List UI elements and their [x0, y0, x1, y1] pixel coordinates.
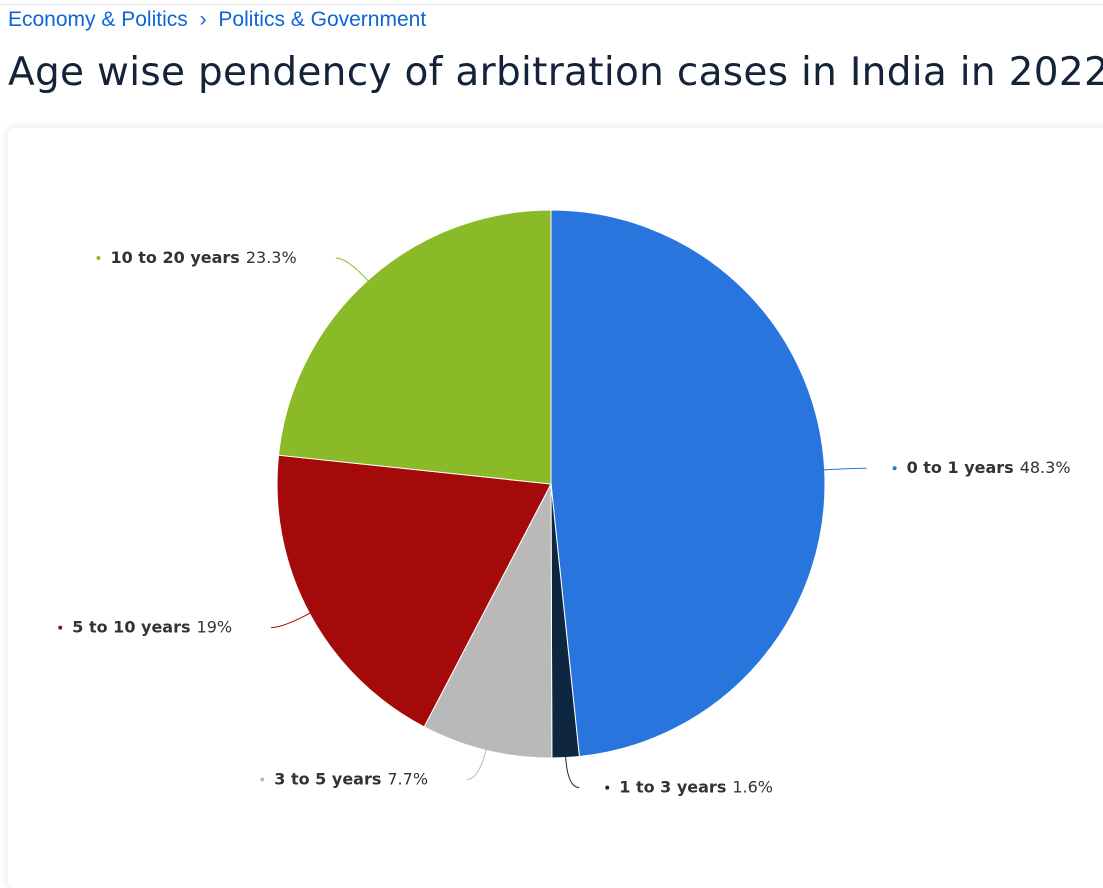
top-border	[0, 4, 1103, 5]
value-label: 48.3%	[1020, 458, 1071, 477]
leader-line	[466, 747, 488, 780]
legend-dot	[58, 625, 63, 630]
breadcrumb-separator: ›	[199, 8, 207, 31]
category-label: 3 to 5 years	[274, 769, 381, 788]
legend-dot	[96, 256, 101, 261]
data-label: 3 to 5 years 7.7%	[274, 769, 428, 788]
value-label: 19%	[197, 617, 233, 636]
value-label: 23.3%	[246, 248, 297, 267]
data-label: 10 to 20 years 23.3%	[110, 248, 296, 267]
data-label: 0 to 1 years 48.3%	[907, 458, 1071, 477]
leader-line	[821, 467, 867, 471]
breadcrumb-link[interactable]: Politics & Government	[218, 8, 427, 31]
category-label: 10 to 20 years	[110, 248, 239, 267]
chart-title: Age wise pendency of arbitration cases i…	[8, 50, 1103, 95]
chart: 0 to 1 years 48.3% 1 to 3 years 1.6% 3 to 5 …	[58, 209, 1071, 796]
data-label: 1 to 3 years 1.6%	[619, 777, 773, 796]
data-label: 5 to 10 years 19%	[72, 617, 232, 636]
breadcrumb-link[interactable]: Economy & Politics	[8, 8, 188, 31]
value-label: 1.6%	[732, 777, 773, 796]
legend-dot	[605, 785, 610, 790]
pie-slice	[550, 209, 826, 758]
value-label: 7.7%	[387, 769, 428, 788]
leader-line	[335, 257, 371, 283]
leader-line	[564, 754, 580, 789]
legend-dot	[892, 466, 897, 471]
page: Economy & Politics › Politics & Governme…	[0, 4, 1103, 797]
leader-line	[271, 611, 313, 629]
category-label: 1 to 3 years	[619, 777, 726, 796]
legend-dot	[260, 777, 265, 782]
breadcrumb: Economy & Politics › Politics & Governme…	[8, 8, 432, 32]
category-label: 5 to 10 years	[72, 617, 190, 636]
pie-slice	[277, 209, 552, 485]
category-label: 0 to 1 years	[907, 458, 1014, 477]
